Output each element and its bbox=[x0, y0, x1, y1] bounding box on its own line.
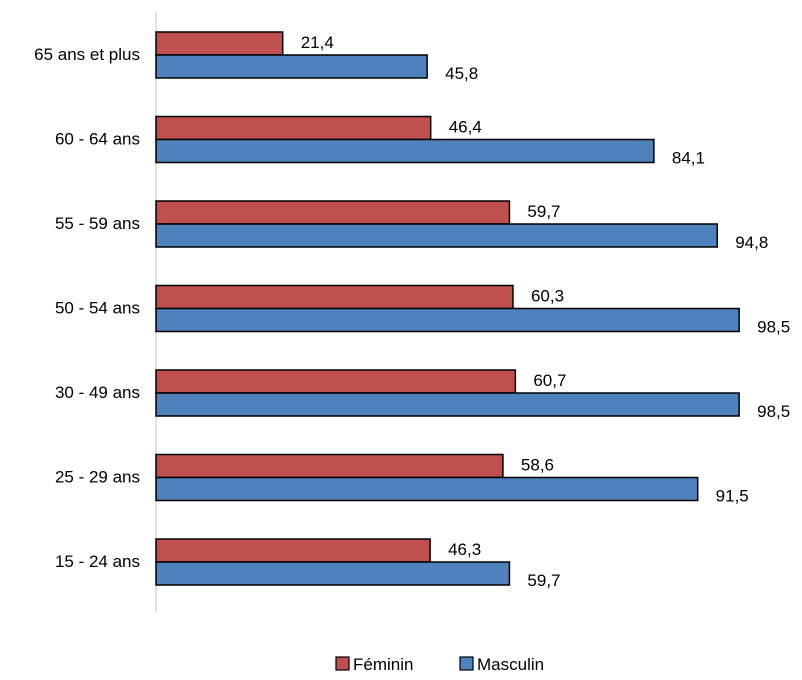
bar-feminin bbox=[155, 200, 511, 225]
value-label-masculin: 59,7 bbox=[527, 571, 560, 590]
legend-item-masculin: Masculin bbox=[459, 655, 544, 674]
bar-feminin bbox=[155, 453, 504, 479]
bar-masculin bbox=[155, 307, 740, 333]
legend-swatch bbox=[335, 656, 350, 671]
bar-masculin bbox=[155, 392, 740, 417]
category-label: 30 - 49 ans bbox=[55, 383, 140, 402]
legend-item-feminin: Féminin bbox=[335, 655, 413, 674]
bar-masculin bbox=[155, 223, 718, 248]
bar-feminin bbox=[155, 115, 432, 141]
value-label-masculin: 45,8 bbox=[445, 64, 478, 83]
bar-masculin bbox=[155, 138, 655, 164]
category-label: 55 - 59 ans bbox=[55, 214, 140, 233]
category-label: 15 - 24 ans bbox=[55, 552, 140, 571]
value-label-feminin: 59,7 bbox=[527, 202, 560, 221]
legend-label: Féminin bbox=[353, 655, 413, 674]
plot-area: 15 - 24 ans 46,3 59,7 25 - 29 ans 58,6 91,5 30… bbox=[34, 12, 790, 612]
bar-masculin bbox=[155, 561, 511, 586]
value-label-feminin: 58,6 bbox=[521, 456, 554, 475]
bar-feminin bbox=[155, 538, 431, 563]
bar-masculin bbox=[155, 476, 699, 502]
value-label-masculin: 98,5 bbox=[757, 402, 790, 421]
legend: Féminin Masculin bbox=[335, 655, 544, 674]
category-label: 65 ans et plus bbox=[34, 45, 140, 64]
value-label-feminin: 46,3 bbox=[448, 540, 481, 559]
value-label-masculin: 98,5 bbox=[757, 318, 790, 337]
value-label-feminin: 21,4 bbox=[301, 33, 334, 52]
category-label: 25 - 29 ans bbox=[55, 468, 140, 487]
legend-label: Masculin bbox=[477, 655, 544, 674]
value-label-masculin: 84,1 bbox=[672, 149, 705, 168]
value-label-masculin: 91,5 bbox=[716, 487, 749, 506]
bar-feminin bbox=[155, 369, 517, 394]
value-label-feminin: 60,3 bbox=[531, 287, 564, 306]
value-label-masculin: 94,8 bbox=[735, 233, 768, 252]
value-label-feminin: 60,7 bbox=[533, 371, 566, 390]
bar-feminin bbox=[155, 31, 284, 56]
value-label-feminin: 46,4 bbox=[449, 118, 482, 137]
category-label: 60 - 64 ans bbox=[55, 130, 140, 149]
bar-feminin bbox=[155, 284, 514, 310]
legend-swatch bbox=[459, 656, 474, 671]
bar-masculin bbox=[155, 54, 428, 79]
category-label: 50 - 54 ans bbox=[55, 299, 140, 318]
